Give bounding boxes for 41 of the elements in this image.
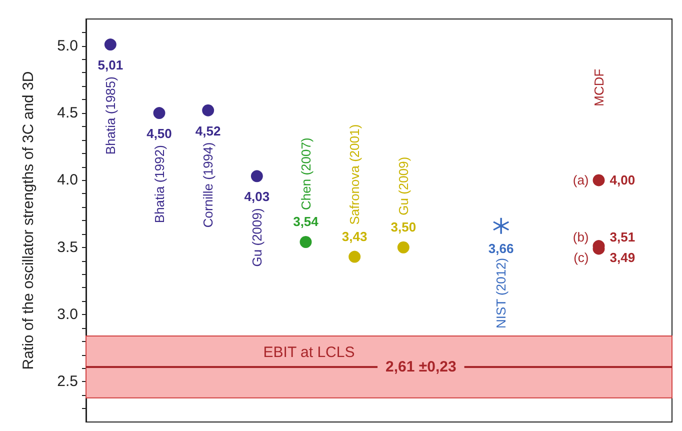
- y-axis-title: Ratio of the oscillator strengths of 3C and 3D: [20, 71, 37, 370]
- point: [153, 107, 166, 120]
- text: Safronova (2001): [347, 124, 362, 225]
- ref-line-label: EBIT at LCLS: [263, 344, 355, 361]
- series-label: (a): [572, 172, 589, 188]
- data-label: 3,54: [293, 214, 320, 229]
- y-tick-label: 2.5: [57, 373, 78, 390]
- data-label: 4,50: [146, 126, 172, 142]
- point: [348, 250, 361, 263]
- point: [592, 174, 605, 186]
- annotation: 2,61 ±0,23: [386, 358, 456, 376]
- data-label: 5,01: [98, 58, 124, 73]
- data-label: 3,43: [342, 228, 368, 244]
- data-label: 4,03: [244, 189, 270, 204]
- data-label: 4,00: [610, 172, 636, 188]
- text: NIST (2012): [494, 258, 509, 328]
- text: Chen (2007): [298, 138, 314, 210]
- data-label: 3,49: [610, 250, 636, 266]
- point: [250, 170, 263, 182]
- y-tick-label: 4.5: [57, 104, 78, 122]
- text: Cornille (1994): [200, 142, 216, 228]
- point: [493, 218, 510, 234]
- y-tick-label: 3.5: [57, 238, 78, 256]
- text: Bhatia (1985): [102, 76, 118, 155]
- data-label: 3,66: [488, 240, 514, 256]
- point: [202, 104, 214, 116]
- data-label: 3,50: [390, 219, 416, 234]
- data-label: 4,52: [195, 123, 221, 138]
- series-label: (c): [574, 250, 589, 266]
- point: [104, 38, 116, 51]
- y-tick-label: 4.0: [57, 172, 78, 189]
- y-tick-label: 5.0: [57, 37, 78, 54]
- point: [397, 241, 410, 254]
- text: Bhatia (1992): [152, 145, 167, 224]
- text: Gu (2009): [249, 208, 264, 267]
- annotation: MCDF: [591, 68, 606, 106]
- y-tick-label: 3.0: [57, 306, 78, 324]
- series-label: (b): [572, 230, 589, 245]
- text: Gu (2009): [396, 156, 411, 216]
- point: [300, 236, 312, 248]
- data-label: 3,51: [610, 230, 636, 245]
